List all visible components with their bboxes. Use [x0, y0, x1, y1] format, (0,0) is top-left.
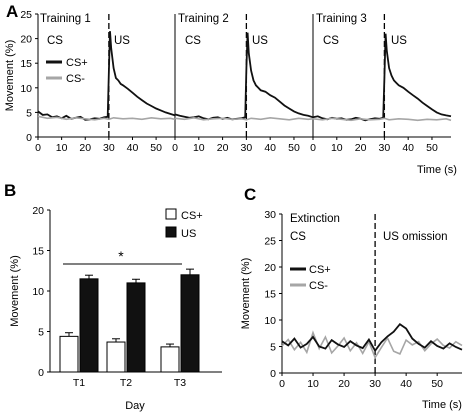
panel-c-y-tick-label: 25 [264, 236, 276, 248]
panel-b-y-tick-label: 20 [32, 205, 44, 217]
panel-b-y-label: Movement (%) [9, 255, 21, 327]
panel-a-phase-label: US [114, 35, 130, 47]
panel-c-legend-label: CS+ [309, 264, 331, 276]
panel-c-phase-label: CS [290, 231, 306, 243]
panel-a-x-tick-label: 50 [150, 142, 162, 154]
panel-b-bar-us [180, 274, 200, 373]
panel-a-x-tick-label: 30 [379, 142, 391, 154]
panel-a-chart: 0 5 10 15 20 25 Movement (%) 0 10 20 30 40 50 0 10 20 30… [4, 9, 457, 176]
panel-c-y-tick-label: 5 [270, 342, 276, 354]
panel-label-c: C [244, 185, 256, 204]
panel-a-training-label: Training 2 [178, 13, 229, 25]
panel-b-x-label: Day [125, 400, 145, 412]
panel-a-series-cs-minus-line [37, 115, 176, 121]
panel-c-y-tick-label: 15 [264, 289, 276, 301]
panel-a-x-tick-label: 40 [402, 142, 414, 154]
panel-label-a: A [6, 2, 18, 21]
panel-c-x-tick-label: 30 [369, 378, 381, 390]
panel-a-x-tick-label: 0 [35, 142, 41, 154]
panel-a-x-tick-label: 10 [193, 142, 205, 154]
panel-a-x-tick-label: 50 [288, 142, 300, 154]
panel-c-y-tick-label: 30 [264, 209, 276, 221]
panel-c-legend-label: CS- [309, 280, 328, 292]
panel-b-bar-cs-plus [160, 346, 180, 373]
panel-b-significance-asterisk: * [118, 248, 124, 264]
panel-label-b: B [4, 181, 16, 200]
panel-a-x-tick-label: 40 [127, 142, 139, 154]
panel-a-x-tick-label: 0 [310, 142, 316, 154]
panel-a-y-tick-label: 5 [26, 107, 32, 119]
panel-b-category-label: T2 [120, 377, 132, 389]
panel-c-y-tick-label: 0 [270, 368, 276, 380]
panel-c-x-tick-label: 20 [338, 378, 350, 390]
panel-a-x-tick-label: 30 [241, 142, 253, 154]
panel-b-y-tick-label: 10 [32, 286, 44, 298]
panel-a-phase-label: US [391, 35, 407, 47]
panel-a-x-tick-label: 10 [331, 142, 343, 154]
panel-a-legend-label: CS+ [66, 57, 88, 69]
panel-a-x-tick-label: 50 [426, 142, 438, 154]
panel-c-y-label: Movement (%) [240, 258, 252, 330]
panel-a-y-label: Movement (%) [4, 40, 16, 112]
panel-a-x-tick-label: 20 [79, 142, 91, 154]
panel-b-legend-label: CS+ [181, 210, 203, 222]
panel-c-x-tick-label: 10 [307, 378, 319, 390]
panel-c-y-tick-label: 20 [264, 262, 276, 274]
panel-a-series-cs-minus-line [312, 117, 452, 122]
panel-a-y-tick-label: 15 [20, 58, 32, 70]
panel-c-series-cs-plus-line [281, 322, 463, 353]
panel-b-category-label: T3 [174, 377, 186, 389]
panel-a-y-tick-label: 10 [20, 83, 32, 95]
panel-a-training-label: Training 1 [40, 13, 91, 25]
panel-a-x-tick-label: 0 [172, 142, 178, 154]
panel-a-training-label: Training 3 [316, 13, 367, 25]
panel-c-y-tick-label: 10 [264, 315, 276, 327]
panel-c-phase-label: Extinction [290, 213, 340, 225]
panel-a-x-tick-label: 20 [355, 142, 367, 154]
panel-b-bar-us [126, 282, 146, 373]
panel-b-bar-cs-plus [59, 335, 79, 373]
panel-b-category-label: T1 [73, 377, 85, 389]
panel-b-y-tick-label: 0 [38, 367, 44, 379]
panel-a-phase-label: CS [185, 35, 201, 47]
panel-c-phase-label: US omission [383, 231, 448, 243]
panel-b-legend-swatch [165, 208, 177, 220]
panel-a-legend-label: CS- [66, 73, 85, 85]
panel-a-y-tick-label: 20 [20, 34, 32, 46]
panel-b-bar-us [79, 278, 99, 373]
panel-a-y-tick-label: 0 [26, 132, 32, 144]
panel-b-bar-cs-plus [106, 341, 126, 373]
panel-a-phase-label: CS [47, 35, 63, 47]
panel-a-x-tick-label: 10 [56, 142, 68, 154]
panel-b-legend-label: US [181, 228, 196, 240]
panel-a-x-label: Time (s) [417, 164, 457, 176]
panel-a-series-cs-plus-line [37, 31, 176, 121]
panel-c-x-tick-label: 40 [400, 378, 412, 390]
panel-c-x-tick-label: 0 [279, 378, 285, 390]
panel-c-x-tick-label: 50 [431, 378, 443, 390]
panel-a-phase-label: CS [323, 35, 339, 47]
panel-a-phase-label: US [252, 35, 268, 47]
panel-c-x-label: Time (s) [422, 399, 462, 411]
panel-a-y-tick-label: 25 [20, 9, 32, 21]
panel-a-x-tick-label: 20 [217, 142, 229, 154]
panel-b-y-tick-label: 15 [32, 246, 44, 258]
panel-a-series-cs-minus-line [174, 116, 314, 121]
panel-b-y-tick-label: 5 [38, 327, 44, 339]
panel-b-legend-swatch [165, 226, 177, 238]
panel-b-chart: 0 5 10 15 20 Movement (%) T1 T2 T3 Day * CS+ US [9, 205, 222, 412]
panel-a-series-cs-plus-line [174, 32, 314, 121]
panel-a-x-tick-label: 30 [103, 142, 115, 154]
panel-c-chart: 0 5 10 15 20 25 30 Movement (%) 0 10 20 30 40 50 Time … [240, 209, 463, 411]
panel-a-x-tick-label: 40 [264, 142, 276, 154]
